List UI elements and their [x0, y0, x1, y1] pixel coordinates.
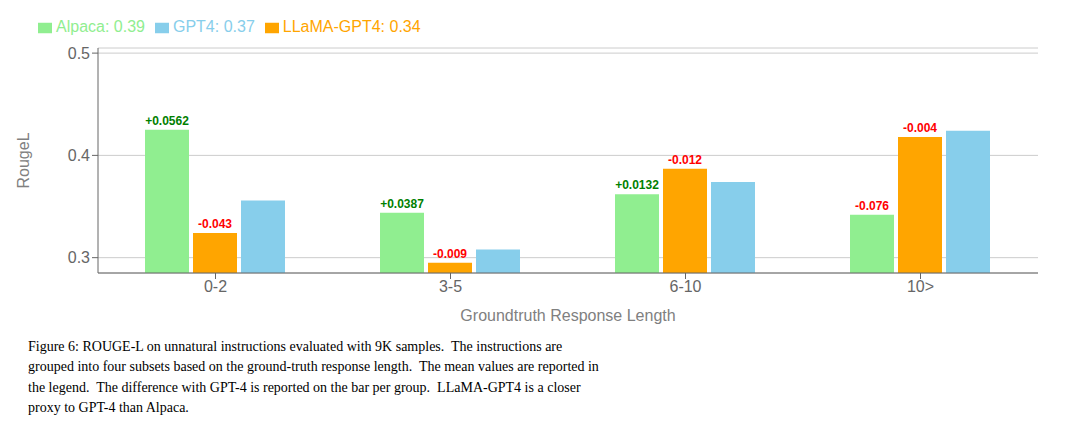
svg-text:10>: 10>	[907, 278, 934, 295]
svg-text:RougeL: RougeL	[15, 132, 32, 188]
svg-text:3-5: 3-5	[439, 278, 462, 295]
svg-text:+0.0562: +0.0562	[145, 114, 189, 128]
svg-text:0.5: 0.5	[68, 45, 90, 62]
svg-text:+0.0387: +0.0387	[380, 197, 424, 211]
svg-text:-0.076: -0.076	[855, 199, 889, 213]
svg-text:Groundtruth Response Length: Groundtruth Response Length	[460, 307, 675, 324]
svg-text:-0.043: -0.043	[198, 217, 232, 231]
svg-text:6-10: 6-10	[669, 278, 701, 295]
html-text:LLaMA-GPT4: 0.34: LLaMA-GPT4: 0.34	[282, 18, 421, 35]
svg-text:-0.004: -0.004	[903, 121, 937, 135]
svg-text:+0.0132: +0.0132	[615, 178, 659, 192]
svg-text:0-2: 0-2	[204, 278, 227, 295]
svg-text:-0.012: -0.012	[668, 153, 702, 167]
svg-text:0.4: 0.4	[68, 147, 90, 164]
html-text:Figure 6: ROUGE-L on unnatural: Figure 6: ROUGE-L on unnatural instructi…	[28, 339, 599, 415]
svg-text:0.3: 0.3	[68, 249, 90, 266]
html-text:Alpaca: 0.39: Alpaca: 0.39	[56, 18, 145, 35]
html-text:GPT4: 0.37: GPT4: 0.37	[173, 18, 255, 35]
svg-text:-0.009: -0.009	[433, 247, 467, 261]
